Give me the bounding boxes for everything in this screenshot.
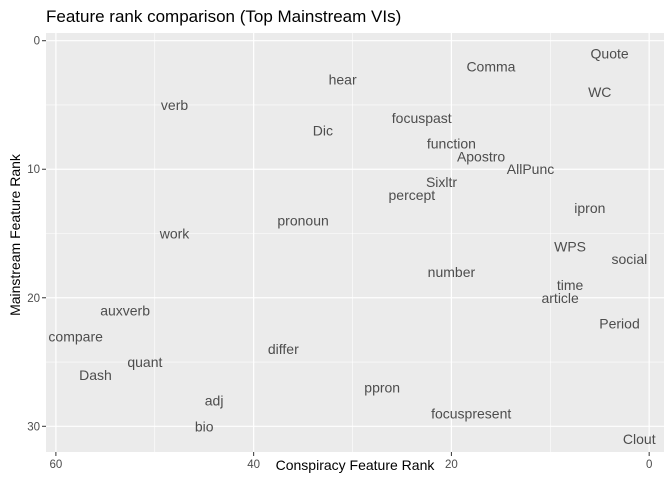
y-tick-label: 30 — [27, 421, 40, 433]
x-tick-label: 60 — [49, 459, 62, 471]
point-label-adj: adj — [205, 393, 224, 409]
minor-gridlines — [46, 33, 664, 452]
y-axis-ticks: 0 10 20 30 — [27, 36, 46, 433]
plot-panel — [46, 33, 664, 452]
point-label-focuspast: focuspast — [392, 110, 452, 126]
point-label-sixltr: Sixltr — [426, 174, 457, 190]
point-label-comma: Comma — [466, 58, 515, 74]
point-label-ipron: ipron — [574, 200, 605, 216]
point-label-dash: Dash — [79, 367, 112, 383]
y-axis-title: Mainstream Feature Rank — [7, 153, 23, 316]
point-label-function: function — [427, 136, 476, 152]
point-label-quote: Quote — [591, 46, 629, 62]
point-label-number: number — [428, 264, 476, 280]
point-labels: Quote Comma hear WC verb focuspast Dic function… — [48, 46, 655, 448]
point-label-period: Period — [599, 315, 639, 331]
y-tick-label: 10 — [27, 164, 40, 176]
point-label-ppron: ppron — [364, 380, 400, 396]
point-label-time: time — [557, 277, 584, 293]
x-axis-title: Conspiracy Feature Rank — [276, 457, 436, 473]
point-label-auxverb: auxverb — [100, 303, 150, 319]
point-label-compare: compare — [48, 328, 103, 344]
x-tick-label: 0 — [646, 459, 652, 471]
x-tick-label: 40 — [247, 459, 260, 471]
point-label-verb: verb — [161, 97, 188, 113]
point-label-quant: quant — [127, 354, 162, 370]
point-label-apostro: Apostro — [457, 148, 505, 164]
point-label-pronoun: pronoun — [277, 213, 328, 229]
point-label-focuspresent: focuspresent — [431, 405, 511, 421]
chart-title: Feature rank comparison (Top Mainstream … — [46, 7, 401, 26]
major-gridlines — [46, 33, 664, 452]
point-label-wps: WPS — [554, 238, 586, 254]
point-label-allpunc: AllPunc — [507, 161, 554, 177]
point-label-hear: hear — [329, 71, 357, 87]
y-tick-label: 20 — [27, 293, 40, 305]
point-label-percept: percept — [389, 187, 436, 203]
point-label-social: social — [611, 251, 647, 267]
x-tick-label: 20 — [445, 459, 458, 471]
point-label-dic: Dic — [313, 123, 333, 139]
point-label-article: article — [541, 290, 579, 306]
y-tick-label: 0 — [34, 36, 40, 48]
x-axis-ticks: 60 40 20 0 — [49, 452, 652, 471]
point-label-differ: differ — [268, 341, 299, 357]
point-label-clout: Clout — [623, 431, 656, 447]
point-label-work: work — [159, 226, 191, 242]
point-label-bio: bio — [195, 418, 214, 434]
point-label-wc: WC — [588, 84, 611, 100]
